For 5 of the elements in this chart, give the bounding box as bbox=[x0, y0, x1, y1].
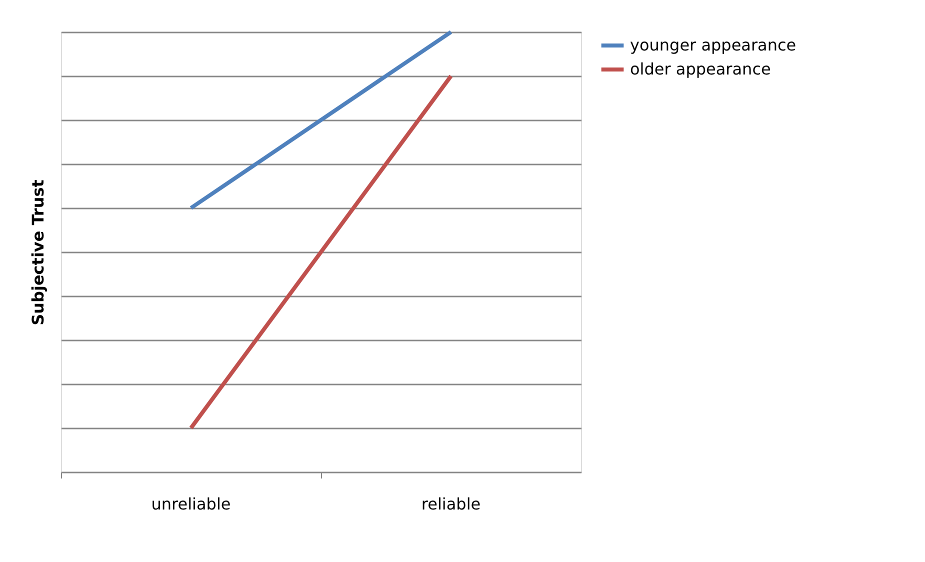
y-axis-title: Subjective Trust bbox=[28, 179, 48, 326]
x-tick-label: reliable bbox=[421, 494, 481, 514]
x-tick-label: unreliable bbox=[151, 494, 231, 514]
legend-label: older appearance bbox=[630, 60, 771, 78]
legend-label: younger appearance bbox=[630, 36, 796, 54]
